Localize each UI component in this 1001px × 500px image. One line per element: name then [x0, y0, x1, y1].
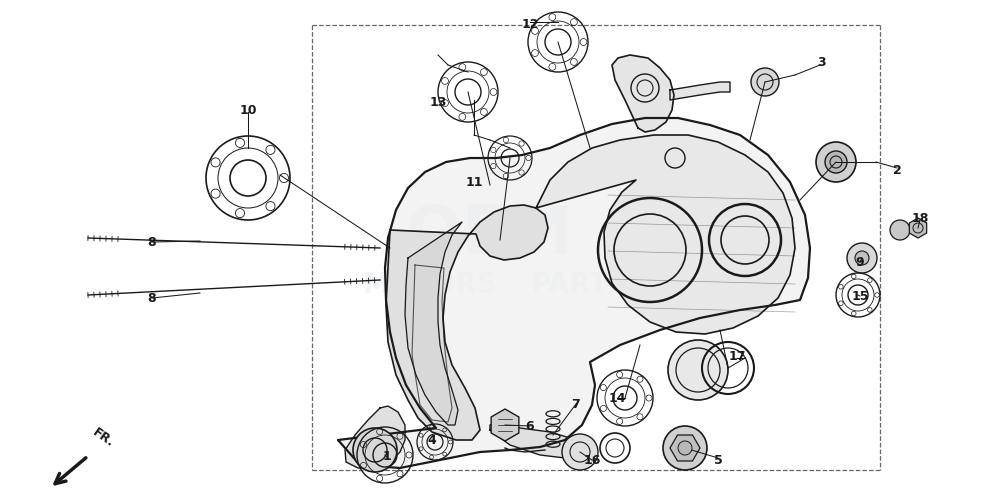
- Polygon shape: [670, 82, 730, 100]
- Circle shape: [825, 151, 847, 173]
- Circle shape: [663, 426, 707, 470]
- Circle shape: [678, 441, 692, 455]
- Circle shape: [751, 68, 779, 96]
- Circle shape: [353, 428, 397, 472]
- Text: 3: 3: [817, 56, 825, 68]
- Circle shape: [890, 220, 910, 240]
- Polygon shape: [338, 118, 810, 468]
- Text: 4: 4: [427, 434, 436, 446]
- Polygon shape: [405, 222, 462, 425]
- Text: 10: 10: [239, 104, 256, 117]
- Text: 5: 5: [714, 454, 723, 466]
- Circle shape: [562, 434, 598, 470]
- Text: PARTS: PARTS: [531, 271, 629, 299]
- Text: 11: 11: [465, 176, 482, 188]
- Text: 2: 2: [893, 164, 901, 176]
- Text: 9: 9: [856, 256, 864, 268]
- Text: 8: 8: [148, 292, 156, 304]
- Polygon shape: [612, 55, 674, 132]
- Polygon shape: [490, 422, 575, 458]
- Text: 7: 7: [572, 398, 581, 410]
- Text: 12: 12: [522, 18, 539, 32]
- Text: 16: 16: [584, 454, 601, 466]
- Text: 1: 1: [382, 450, 391, 464]
- Text: 8: 8: [148, 236, 156, 248]
- Polygon shape: [345, 406, 405, 468]
- Circle shape: [668, 340, 728, 400]
- Circle shape: [816, 142, 856, 182]
- Text: 6: 6: [526, 420, 535, 432]
- Text: 17: 17: [729, 350, 746, 362]
- Text: 13: 13: [429, 96, 446, 110]
- Text: FR.: FR.: [90, 426, 116, 450]
- Circle shape: [855, 251, 869, 265]
- Text: 18: 18: [911, 212, 929, 224]
- Text: 15: 15: [851, 290, 869, 302]
- Polygon shape: [536, 135, 795, 334]
- Text: 14: 14: [609, 392, 626, 404]
- Text: MOTORS: MOTORS: [362, 271, 497, 299]
- Circle shape: [847, 243, 877, 273]
- Polygon shape: [386, 205, 548, 440]
- Text: OEM: OEM: [405, 202, 575, 268]
